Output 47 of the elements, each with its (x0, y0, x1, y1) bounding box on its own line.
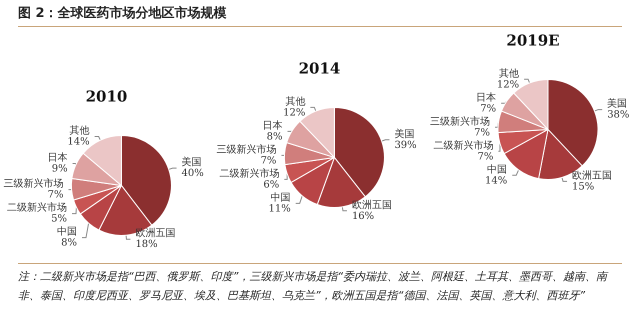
data-label: 18% (135, 239, 158, 250)
data-label: 12% (496, 79, 520, 90)
data-label: 7% (477, 151, 494, 162)
slice-label: 日本 (48, 151, 68, 164)
data-label: 8% (61, 238, 77, 249)
chart-title: 2014 (298, 60, 340, 78)
data-label: 14% (485, 175, 508, 186)
data-label: 39% (394, 140, 417, 151)
data-label: 7% (474, 127, 490, 138)
slice-label: 二级新兴市场 (6, 202, 67, 214)
slice-label: 欧洲五国 (135, 227, 176, 240)
text: 注：二级新兴市场是指“巴西、俄罗斯、印度”，三级新兴市场是指“委内瑞拉、波兰、阿根廷、土耳其、墨西哥、越南、南非、泰国、印度尼西亚、罗马尼亚、埃及、巴基斯坦、乌克兰”，欧洲五国是指“德国、法国、英国、意大利、西班牙” (18, 263, 622, 305)
data-label: 14% (67, 136, 90, 148)
slice-label: 中国 (56, 226, 77, 238)
data-label: 9% (52, 163, 68, 174)
data-label: 7% (48, 190, 64, 201)
data-label: 7% (260, 155, 276, 166)
slice-label: 二级新兴市场 (219, 167, 280, 180)
data-label: 5% (51, 214, 67, 225)
slice-label: 美国 (182, 156, 202, 168)
data-label: 38% (607, 110, 630, 121)
slice-label: 欧洲五国 (352, 198, 392, 211)
data-label: 12% (283, 107, 306, 118)
slice-label: 日本 (476, 91, 496, 104)
slice-label: 其他 (499, 67, 520, 80)
slice-label: 美国 (607, 98, 628, 110)
slice-label: 三级新兴市场 (216, 143, 276, 156)
slice-label: 三级新兴市场 (430, 115, 490, 128)
chart-title: 2019E (506, 32, 560, 50)
slice-label: 二级新兴市场 (433, 139, 494, 152)
data-label: 15% (572, 181, 594, 192)
slice-label: 其他 (70, 124, 90, 136)
slice-label: 欧洲五国 (572, 169, 612, 182)
data-label: 6% (263, 179, 280, 190)
slice-label: 日本 (262, 119, 283, 132)
data-label: 11% (268, 203, 291, 214)
slice-label: 中国 (487, 163, 508, 176)
data-label: 7% (480, 103, 496, 114)
data-label: 40% (182, 168, 204, 180)
chart-title: 2010 (86, 88, 128, 106)
caption: 图 2：全球医药市场分地区市场规模 (18, 4, 622, 27)
data-label: 8% (266, 131, 283, 142)
data-label: 16% (352, 210, 374, 222)
slice-label: 其他 (285, 95, 306, 108)
slice-label: 三级新兴市场 (3, 178, 64, 190)
slice-label: 美国 (394, 128, 414, 140)
slice-label: 中国 (270, 191, 291, 204)
